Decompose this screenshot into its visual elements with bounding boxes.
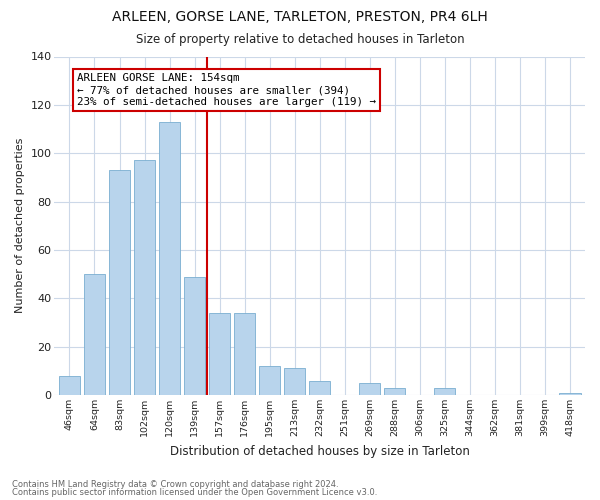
Bar — [159, 122, 180, 395]
X-axis label: Distribution of detached houses by size in Tarleton: Distribution of detached houses by size … — [170, 444, 470, 458]
Bar — [284, 368, 305, 395]
Bar — [184, 276, 205, 395]
Bar — [309, 380, 331, 395]
Bar — [134, 160, 155, 395]
Text: Size of property relative to detached houses in Tarleton: Size of property relative to detached ho… — [136, 32, 464, 46]
Bar — [234, 313, 255, 395]
Bar — [384, 388, 406, 395]
Bar — [84, 274, 105, 395]
Bar — [359, 383, 380, 395]
Bar — [109, 170, 130, 395]
Text: Contains HM Land Registry data © Crown copyright and database right 2024.: Contains HM Land Registry data © Crown c… — [12, 480, 338, 489]
Bar — [434, 388, 455, 395]
Text: ARLEEN, GORSE LANE, TARLETON, PRESTON, PR4 6LH: ARLEEN, GORSE LANE, TARLETON, PRESTON, P… — [112, 10, 488, 24]
Bar — [259, 366, 280, 395]
Y-axis label: Number of detached properties: Number of detached properties — [15, 138, 25, 314]
Bar — [209, 313, 230, 395]
Text: ARLEEN GORSE LANE: 154sqm
← 77% of detached houses are smaller (394)
23% of semi: ARLEEN GORSE LANE: 154sqm ← 77% of detac… — [77, 74, 376, 106]
Text: Contains public sector information licensed under the Open Government Licence v3: Contains public sector information licen… — [12, 488, 377, 497]
Bar — [559, 392, 581, 395]
Bar — [59, 376, 80, 395]
